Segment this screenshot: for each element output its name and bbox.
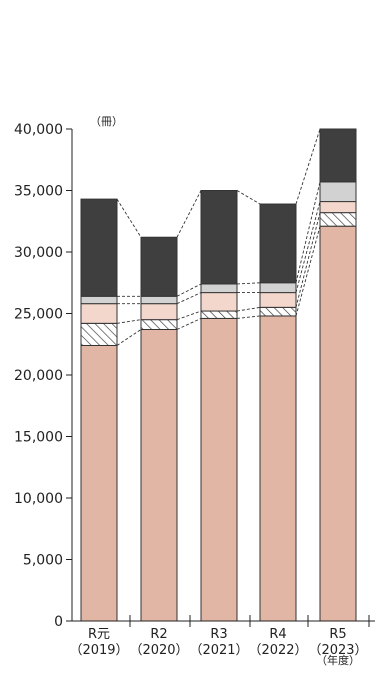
bar-segment <box>200 283 238 294</box>
y-unit-label: （冊） <box>90 115 123 128</box>
connector-line <box>176 190 202 238</box>
y-tick-label: 10,000 <box>14 491 63 507</box>
bar-segment <box>140 319 178 330</box>
connector-line <box>295 212 321 308</box>
connector-line <box>176 318 202 330</box>
bar-segment <box>200 190 238 285</box>
bar-segment <box>80 295 118 305</box>
bar-segment <box>200 317 238 622</box>
x-tick-label: R元 <box>88 627 110 642</box>
connector-line <box>236 282 261 285</box>
connector-lines <box>116 128 321 346</box>
axes: 0 5,000 10,000 15,000 20,000 25,000 30,000 35,0… <box>14 122 375 658</box>
bar-segment <box>80 322 118 346</box>
bar-segment <box>80 303 118 324</box>
bar-segment <box>200 310 238 319</box>
x-unit-label: （年度） <box>316 653 360 667</box>
bar-segment <box>80 198 118 297</box>
x-tick-label-year: （2021） <box>189 643 248 658</box>
bar-segment <box>319 181 357 203</box>
bar-segment <box>259 292 297 308</box>
x-tick-label-year: （2019） <box>69 643 128 658</box>
connector-line <box>236 190 261 205</box>
connector-line <box>116 198 142 238</box>
connector-line <box>176 292 202 305</box>
y-tick-label: 0 <box>54 614 63 630</box>
connector-line <box>295 181 321 283</box>
bar-segment <box>259 315 297 622</box>
connector-line <box>116 329 142 346</box>
y-tick-label: 35,000 <box>14 184 63 200</box>
y-tick-label: 25,000 <box>14 307 63 323</box>
x-tick-label: R3 <box>210 627 227 642</box>
x-tick-label-year: （2020） <box>129 643 188 658</box>
x-tick-label: R4 <box>269 627 286 642</box>
connector-line <box>295 201 321 293</box>
y-tick-label: 15,000 <box>14 430 63 446</box>
bar-segment <box>259 282 297 294</box>
bar-segment <box>319 212 357 227</box>
bar-segment <box>319 128 357 183</box>
bar-segment <box>259 306 297 317</box>
bar-segment <box>140 303 178 321</box>
x-tick-label: R2 <box>150 627 167 642</box>
y-tick-label: 30,000 <box>14 245 63 261</box>
bars <box>80 128 357 622</box>
x-tick-label-year: （2022） <box>248 643 307 658</box>
y-tick-label: 5,000 <box>23 553 63 569</box>
connector-line <box>176 310 202 321</box>
bar-segment <box>319 201 357 214</box>
connector-line <box>176 283 202 297</box>
bar-segment <box>259 203 297 284</box>
x-tick-label-year: （2023） <box>308 643 367 658</box>
bar-segment <box>140 328 178 622</box>
connector-line <box>295 226 321 317</box>
y-tick-label: 20,000 <box>14 368 63 384</box>
y-tick-label: 40,000 <box>14 122 63 138</box>
connector-line <box>116 319 142 324</box>
bar-segment <box>200 292 238 312</box>
bar-segment <box>319 225 357 622</box>
connector-line <box>236 306 261 312</box>
bar-segment <box>140 236 178 297</box>
connector-line <box>236 315 261 319</box>
bar-segment <box>80 344 118 622</box>
x-tick-label: R5 <box>329 627 346 642</box>
connector-line <box>295 128 321 205</box>
bar-segment <box>140 295 178 305</box>
